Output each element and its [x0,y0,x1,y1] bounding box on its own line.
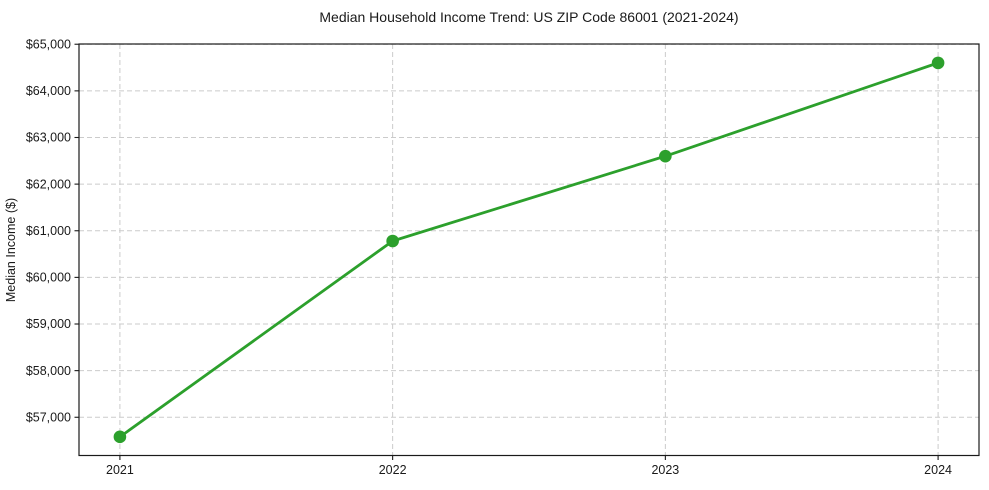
y-tick-label: $60,000 [26,271,71,285]
y-tick-label: $58,000 [26,364,71,378]
y-tick-label: $59,000 [26,317,71,331]
data-point [931,56,945,70]
y-axis-label: Median Income ($) [4,198,18,302]
data-point [659,149,672,163]
y-tick-label: $65,000 [26,37,71,51]
data-point [386,234,399,248]
y-tick-label: $61,000 [26,224,71,238]
chart-title: Median Household Income Trend: US ZIP Co… [319,9,738,25]
axes-box [78,43,980,457]
x-tick-label: 2021 [106,463,134,477]
x-tick-label: 2023 [651,463,679,477]
plot-area: $57,000 $58,000 $59,000 $60,000 $61,000 $62,0… [26,37,980,477]
x-tick-label: 2022 [379,463,407,477]
x-tick-label: 2024 [924,463,952,477]
y-tick-label: $57,000 [26,410,71,424]
y-tick-label: $63,000 [26,131,71,145]
trend-line [118,61,940,439]
data-point [113,430,127,444]
y-tick-label: $64,000 [26,84,71,98]
y-tick-label: $62,000 [26,177,71,191]
